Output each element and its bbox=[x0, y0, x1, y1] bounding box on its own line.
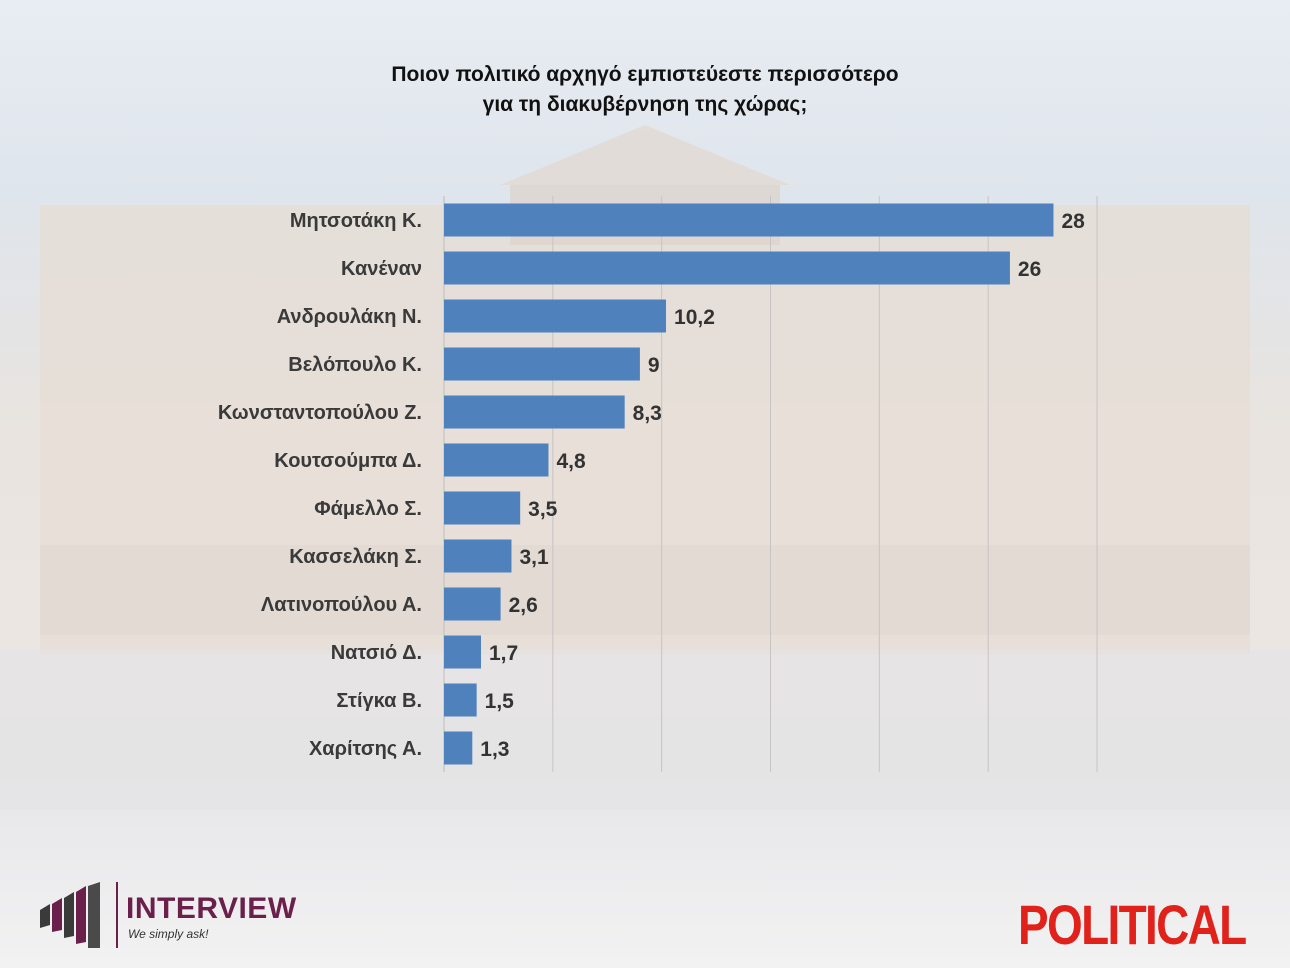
category-label: Στίγκα Β. bbox=[336, 690, 422, 712]
category-label: Κασσελάκη Σ. bbox=[289, 546, 422, 568]
bar bbox=[444, 395, 625, 429]
data-label: 1,3 bbox=[480, 738, 509, 761]
political-logo: POLITICAL bbox=[1018, 893, 1247, 956]
category-label: Νατσιό Δ. bbox=[331, 642, 422, 664]
interview-logo-tagline: We simply ask! bbox=[128, 927, 209, 941]
chart-title: Ποιον πολιτικό αρχηγό εμπιστεύεστε περισ… bbox=[0, 60, 1290, 120]
bar bbox=[444, 587, 501, 621]
bar bbox=[444, 491, 521, 525]
data-label: 2,6 bbox=[509, 594, 538, 617]
interview-logo-name: INTERVIEW bbox=[126, 892, 297, 925]
data-label: 8,3 bbox=[633, 402, 662, 425]
category-label: Λατινοπούλου Α. bbox=[261, 594, 422, 616]
category-label: Κουτσούμπα Δ. bbox=[274, 450, 422, 472]
data-label: 28 bbox=[1061, 210, 1085, 233]
category-label: Κωνσταντοπούλου Ζ. bbox=[218, 402, 422, 424]
chart-title-line-1: Ποιον πολιτικό αρχηγό εμπιστεύεστε περισ… bbox=[391, 63, 899, 86]
category-label: Βελόπουλο Κ. bbox=[288, 354, 422, 376]
data-label: 3,5 bbox=[528, 498, 558, 521]
chart-title-line-2: για τη διακυβέρνηση της χώρας; bbox=[482, 93, 808, 116]
bar bbox=[444, 635, 482, 669]
data-label: 3,1 bbox=[519, 546, 549, 569]
bar bbox=[444, 299, 667, 333]
bar bbox=[444, 539, 512, 573]
data-label: 1,7 bbox=[489, 642, 518, 665]
category-label: Ανδρουλάκη Ν. bbox=[277, 306, 422, 328]
interview-logo-mark-icon bbox=[40, 882, 100, 948]
category-label: Χαρίτσης Α. bbox=[309, 738, 422, 760]
data-label: 10,2 bbox=[674, 306, 715, 329]
bar bbox=[444, 203, 1054, 237]
bar bbox=[444, 683, 477, 717]
data-label: 4,8 bbox=[556, 450, 586, 473]
data-label: 9 bbox=[648, 354, 660, 377]
category-label: Κανέναν bbox=[341, 258, 422, 280]
category-label: Φάμελλο Σ. bbox=[314, 498, 422, 520]
interview-logo-divider bbox=[116, 882, 118, 948]
category-label: Μητσοτάκη Κ. bbox=[290, 210, 422, 232]
bar bbox=[444, 251, 1010, 285]
bar bbox=[444, 731, 473, 765]
interview-logo: INTERVIEW We simply ask! bbox=[38, 880, 328, 950]
bar bbox=[444, 443, 549, 477]
data-label: 1,5 bbox=[485, 690, 515, 713]
data-label: 26 bbox=[1018, 258, 1041, 281]
bar bbox=[444, 347, 640, 381]
